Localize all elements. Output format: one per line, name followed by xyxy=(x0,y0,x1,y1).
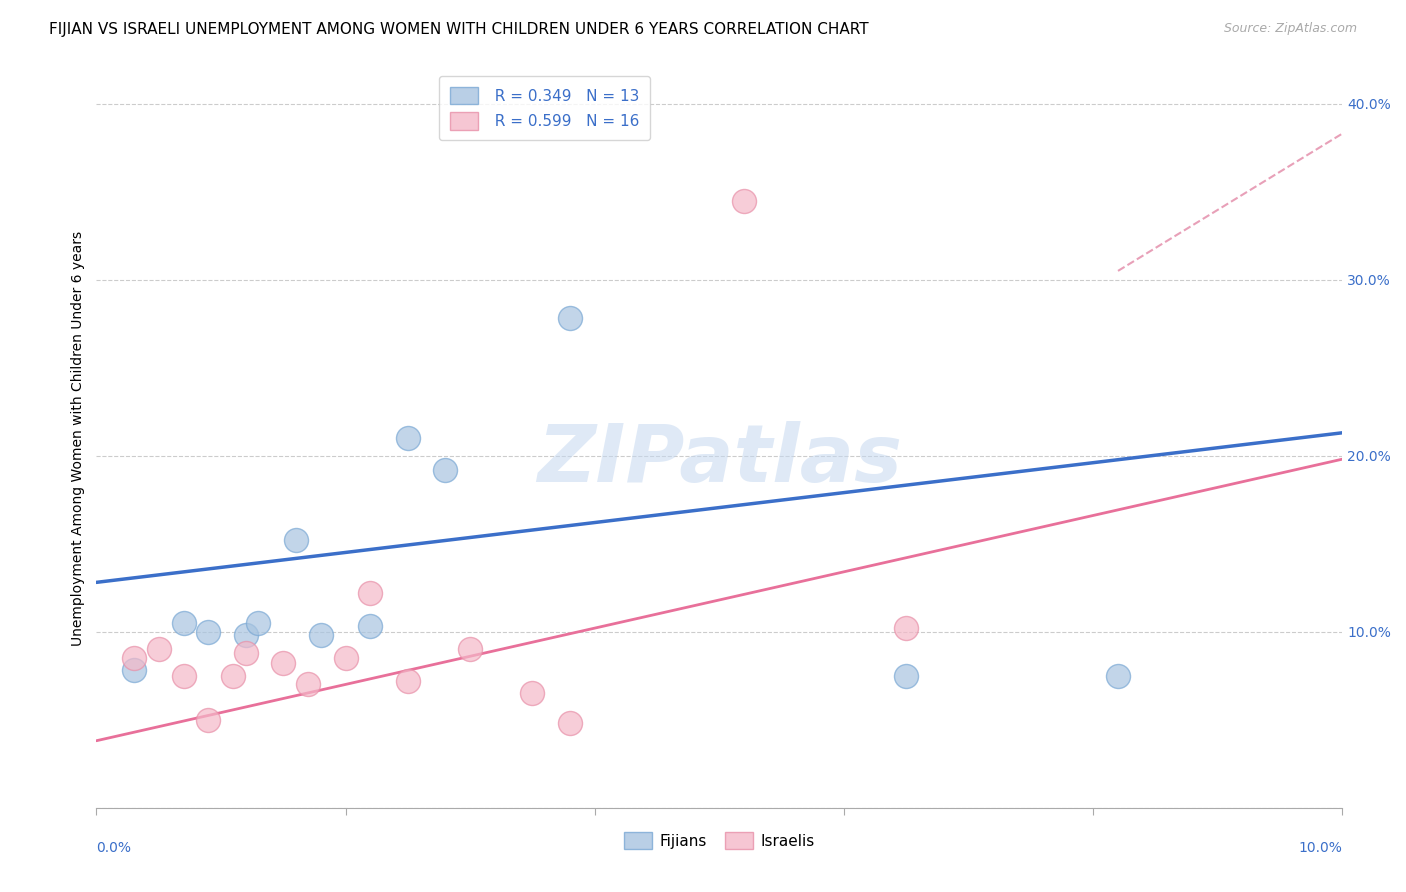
Point xyxy=(148,642,170,657)
Point xyxy=(122,651,145,665)
Point xyxy=(271,657,294,671)
Point xyxy=(197,624,219,639)
Point xyxy=(122,664,145,678)
Legend: Fijians, Israelis: Fijians, Israelis xyxy=(619,825,821,855)
Point xyxy=(733,194,755,208)
Point xyxy=(297,677,319,691)
Point xyxy=(359,586,381,600)
Point xyxy=(558,311,581,326)
Point xyxy=(896,668,918,682)
Point xyxy=(247,615,270,630)
Point xyxy=(396,673,419,688)
Text: 10.0%: 10.0% xyxy=(1298,841,1343,855)
Point xyxy=(173,615,195,630)
Point xyxy=(558,716,581,731)
Point xyxy=(235,646,257,660)
Point xyxy=(284,533,307,548)
Point xyxy=(309,628,332,642)
Point xyxy=(235,628,257,642)
Text: Source: ZipAtlas.com: Source: ZipAtlas.com xyxy=(1223,22,1357,36)
Text: 0.0%: 0.0% xyxy=(97,841,131,855)
Point xyxy=(173,668,195,682)
Y-axis label: Unemployment Among Women with Children Under 6 years: Unemployment Among Women with Children U… xyxy=(72,230,86,646)
Point xyxy=(896,621,918,635)
Point xyxy=(522,686,544,700)
Text: FIJIAN VS ISRAELI UNEMPLOYMENT AMONG WOMEN WITH CHILDREN UNDER 6 YEARS CORRELATI: FIJIAN VS ISRAELI UNEMPLOYMENT AMONG WOM… xyxy=(49,22,869,37)
Point xyxy=(359,619,381,633)
Point xyxy=(1107,668,1129,682)
Point xyxy=(458,642,481,657)
Point xyxy=(396,431,419,445)
Text: ZIPatlas: ZIPatlas xyxy=(537,421,901,500)
Point xyxy=(434,463,457,477)
Point xyxy=(335,651,357,665)
Point xyxy=(222,668,245,682)
Point xyxy=(197,713,219,727)
